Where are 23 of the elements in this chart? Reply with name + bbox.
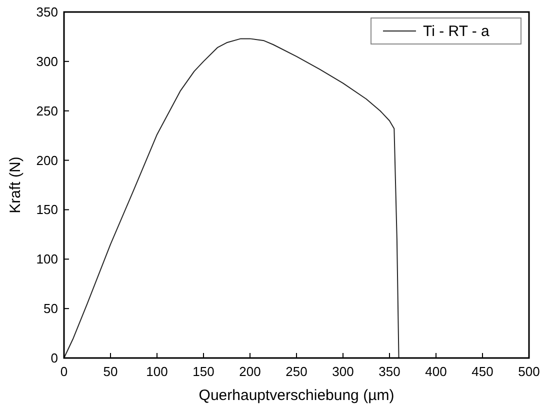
x-tick-label: 50 — [103, 364, 118, 379]
y-tick-label: 0 — [50, 350, 58, 366]
y-tick-label: 50 — [44, 301, 58, 316]
y-tick-label: 200 — [36, 152, 58, 168]
legend-label: Ti - RT - a — [423, 23, 490, 40]
x-tick-label: 300 — [332, 364, 354, 379]
y-tick-label: 350 — [36, 4, 58, 20]
y-tick-label: 250 — [36, 103, 58, 118]
y-tick-label: 300 — [36, 54, 58, 69]
x-tick-label: 250 — [286, 364, 308, 379]
y-tick-label: 150 — [36, 202, 58, 218]
x-tick-label: 200 — [239, 364, 261, 379]
line-series — [64, 38, 400, 358]
x-tick-label: 450 — [472, 364, 494, 379]
x-tick-label: 400 — [425, 364, 447, 379]
x-tick-label: 150 — [192, 364, 214, 379]
x-tick-label: 500 — [518, 364, 540, 379]
y-tick-label: 100 — [36, 252, 58, 267]
x-tick-label: 350 — [378, 364, 400, 379]
x-tick-label: 100 — [146, 364, 168, 379]
x-axis-title: Querhauptverschiebung (µm) — [198, 387, 394, 404]
y-axis-title: Kraft (N) — [7, 156, 24, 214]
x-tick-label: 0 — [60, 364, 68, 379]
